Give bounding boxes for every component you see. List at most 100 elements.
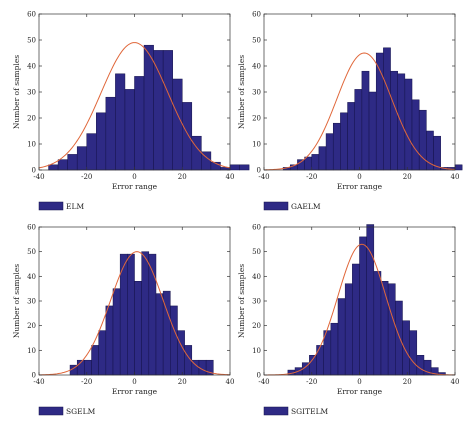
x-tick-label: -40 [258,173,269,181]
y-axis-label: Number of samples [12,264,21,338]
histogram-bar [402,320,410,376]
chart-panel-sgitelm: -40 -20 0 20 40 0 10 20 30 40 50 60 Error range Numbe… [237,224,459,417]
x-tick-label: 40 [226,378,235,386]
histogram-bar [316,345,324,376]
y-tick-label: 10 [27,141,36,149]
y-tick-label: 10 [252,141,261,149]
histogram-bar [143,44,154,171]
y-axis-label: Number of samples [237,264,246,338]
y-tick-label: 30 [252,89,261,97]
y-tick-label: 50 [252,37,261,45]
y-tick-label: 40 [252,63,261,71]
y-tick-label: 60 [27,224,36,232]
legend-label: SGITELM [291,407,329,416]
y-tick-label: 0 [257,167,261,175]
histogram-bar [433,135,441,171]
x-axis-label: Error range [337,182,383,191]
legend-swatch [38,406,64,416]
histogram-bar [409,330,418,376]
histogram-bar [155,293,164,376]
x-tick-label: 20 [403,173,412,181]
x-tick-label: 0 [357,173,361,181]
histogram-bar [84,359,92,376]
histogram-bar [416,355,425,376]
chart-panel-gaelm: -40 -20 0 20 40 0 10 20 30 40 50 60 Error range Numbe… [237,11,463,211]
histogram-bar [387,283,396,376]
y-tick-label: 40 [27,63,36,71]
histogram-bar [112,288,121,376]
y-tick-label: 0 [32,372,36,380]
y-tick-label: 20 [27,322,36,330]
y-tick-label: 10 [27,347,36,355]
histogram-bar [239,164,250,171]
histogram-bar [340,112,348,171]
histogram-bar [404,78,413,171]
x-tick-label: -40 [33,173,44,181]
histogram-bar [76,146,87,171]
legend-label: GAELM [291,202,321,211]
y-tick-label: 30 [252,298,261,306]
histogram-bar [115,73,126,171]
fit-curve [38,42,231,169]
histogram-bar [411,99,420,171]
x-tick-label: -40 [258,378,269,386]
y-tick-label: 20 [27,115,36,123]
histogram-bar [330,322,339,376]
histogram-bar [134,76,145,171]
histogram-bar [354,89,363,171]
histogram-bar [325,133,334,171]
histogram-bar [337,298,346,376]
legend-swatch [263,201,289,211]
histogram-bar [191,135,202,171]
histogram-bar [86,133,97,171]
histogram-bar [229,164,240,171]
histogram-bar [304,156,312,171]
x-tick-label: 20 [178,173,187,181]
y-tick-label: 60 [252,224,261,232]
legend-swatch [38,201,64,211]
x-axis-label: Error range [337,387,383,396]
histogram-bar [162,50,173,171]
histogram-bar [127,253,135,376]
histogram-bar [380,281,389,376]
x-tick-label: -20 [306,378,317,386]
histogram-bar [170,305,178,376]
histogram-bar [105,305,114,376]
histogram-bar [361,70,370,171]
y-tick-label: 0 [32,167,36,175]
histogram-bar [48,164,59,171]
histogram-bar [297,159,305,171]
x-tick-label: -20 [306,173,317,181]
histogram-bar [373,271,382,376]
histogram-bar [105,96,116,171]
x-tick-label: 20 [178,378,187,386]
histogram-bar [172,78,183,171]
histogram-bar [67,154,78,171]
x-tick-label: 40 [451,378,460,386]
chart-panel-elm: -40 -20 0 20 40 0 10 20 30 40 50 60 Error range Numbe… [12,11,250,211]
histogram-bar [418,109,427,171]
histogram-bar [332,122,341,171]
histogram-bar [134,281,142,376]
histogram-bar [366,224,375,376]
histogram-bar [454,164,463,171]
histogram-bar [395,300,403,376]
y-axis-label: Number of samples [12,55,21,129]
histogram-bar [383,47,391,171]
histogram-bar [368,91,377,171]
x-tick-label: 0 [132,173,136,181]
histogram-bar [390,70,398,171]
histogram-bar [91,345,99,376]
histogram-bar [153,50,164,171]
y-axis-label: Number of samples [237,55,246,129]
y-tick-label: 40 [27,273,36,281]
histogram-bar [352,263,360,376]
fit-curve [38,251,231,376]
x-axis-label: Error range [112,387,158,396]
legend-label: ELM [66,202,84,211]
histogram-bar [311,154,320,171]
x-tick-label: 0 [132,378,136,386]
histogram-bar [124,89,135,171]
y-tick-label: 30 [27,89,36,97]
